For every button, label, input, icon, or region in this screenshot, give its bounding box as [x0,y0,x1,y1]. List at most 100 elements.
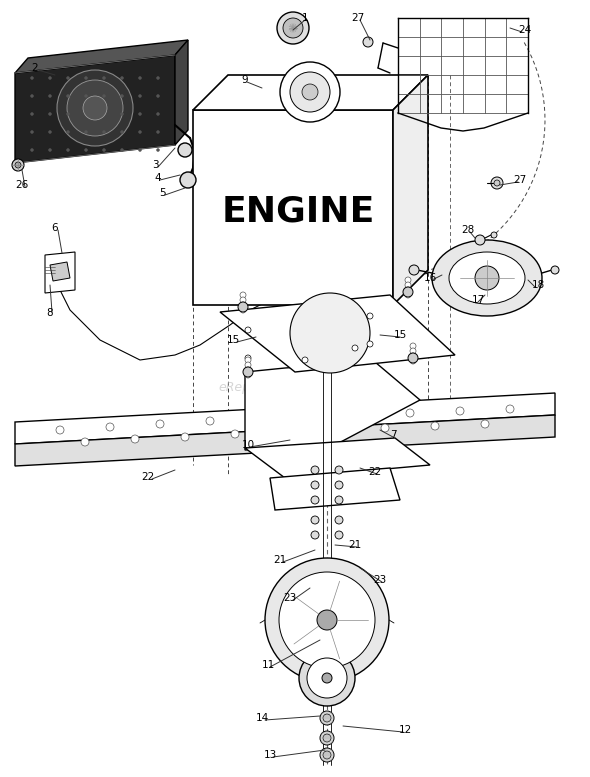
Circle shape [335,516,343,524]
Circle shape [356,411,364,419]
Circle shape [240,302,246,308]
Circle shape [156,148,159,152]
Circle shape [81,438,89,446]
Text: 5: 5 [159,188,165,198]
Circle shape [506,405,514,413]
Circle shape [84,131,87,134]
Circle shape [405,277,411,283]
Circle shape [331,426,339,434]
Circle shape [120,95,123,97]
Ellipse shape [449,252,525,304]
Circle shape [290,293,370,373]
Circle shape [48,148,51,152]
Circle shape [120,148,123,152]
Circle shape [48,95,51,97]
Circle shape [67,113,70,116]
Text: 26: 26 [15,180,29,190]
Text: 2: 2 [32,63,38,73]
Circle shape [410,343,416,349]
Circle shape [103,148,106,152]
Circle shape [67,148,70,152]
Polygon shape [50,262,70,281]
Polygon shape [270,468,400,510]
Circle shape [31,131,34,134]
Circle shape [48,76,51,79]
Circle shape [139,131,142,134]
Circle shape [410,348,416,354]
Circle shape [180,172,196,188]
Circle shape [335,481,343,489]
Circle shape [475,266,499,290]
Text: 4: 4 [155,173,161,183]
Circle shape [84,95,87,97]
Polygon shape [193,75,428,110]
Circle shape [410,353,416,359]
Circle shape [491,232,497,238]
Circle shape [120,76,123,79]
Circle shape [84,76,87,79]
Circle shape [31,113,34,116]
Circle shape [367,313,373,319]
Polygon shape [245,362,420,450]
Circle shape [206,417,214,425]
Circle shape [307,658,347,698]
Circle shape [299,650,355,706]
Circle shape [156,131,159,134]
Circle shape [281,428,289,436]
Text: 17: 17 [471,295,484,305]
Circle shape [103,113,106,116]
Polygon shape [193,110,393,305]
Circle shape [551,266,559,274]
Circle shape [15,162,21,168]
Circle shape [120,131,123,134]
Circle shape [320,731,334,745]
Circle shape [406,409,414,417]
Circle shape [139,76,142,79]
Circle shape [335,496,343,504]
Circle shape [311,496,319,504]
Circle shape [12,159,24,171]
Circle shape [405,287,411,293]
Circle shape [48,131,51,134]
Circle shape [494,180,500,186]
Circle shape [231,430,239,438]
Circle shape [31,148,34,152]
Polygon shape [220,295,455,372]
Circle shape [67,80,123,136]
Text: 24: 24 [519,25,532,35]
Circle shape [181,433,189,441]
Text: 10: 10 [241,440,254,450]
Text: 21: 21 [348,540,362,550]
Circle shape [103,95,106,97]
Circle shape [240,292,246,298]
Text: 23: 23 [373,575,386,585]
Circle shape [323,734,331,742]
Circle shape [311,516,319,524]
Circle shape [243,367,253,377]
Circle shape [265,558,389,682]
Circle shape [256,415,264,423]
Circle shape [311,466,319,474]
Polygon shape [15,40,188,73]
Circle shape [240,297,246,303]
Circle shape [240,307,246,313]
Text: 27: 27 [352,13,365,23]
Circle shape [475,235,485,245]
Circle shape [481,420,489,428]
Circle shape [245,362,251,368]
Text: 1: 1 [301,13,309,23]
Circle shape [103,131,106,134]
Text: 21: 21 [273,555,287,565]
Circle shape [279,572,375,668]
Text: 23: 23 [283,593,297,603]
Circle shape [67,95,70,97]
Circle shape [352,345,358,351]
Circle shape [31,95,34,97]
Circle shape [320,748,334,762]
Circle shape [131,435,139,443]
Circle shape [139,113,142,116]
Circle shape [302,357,308,363]
Circle shape [83,96,107,120]
Circle shape [103,76,106,79]
Circle shape [335,531,343,539]
